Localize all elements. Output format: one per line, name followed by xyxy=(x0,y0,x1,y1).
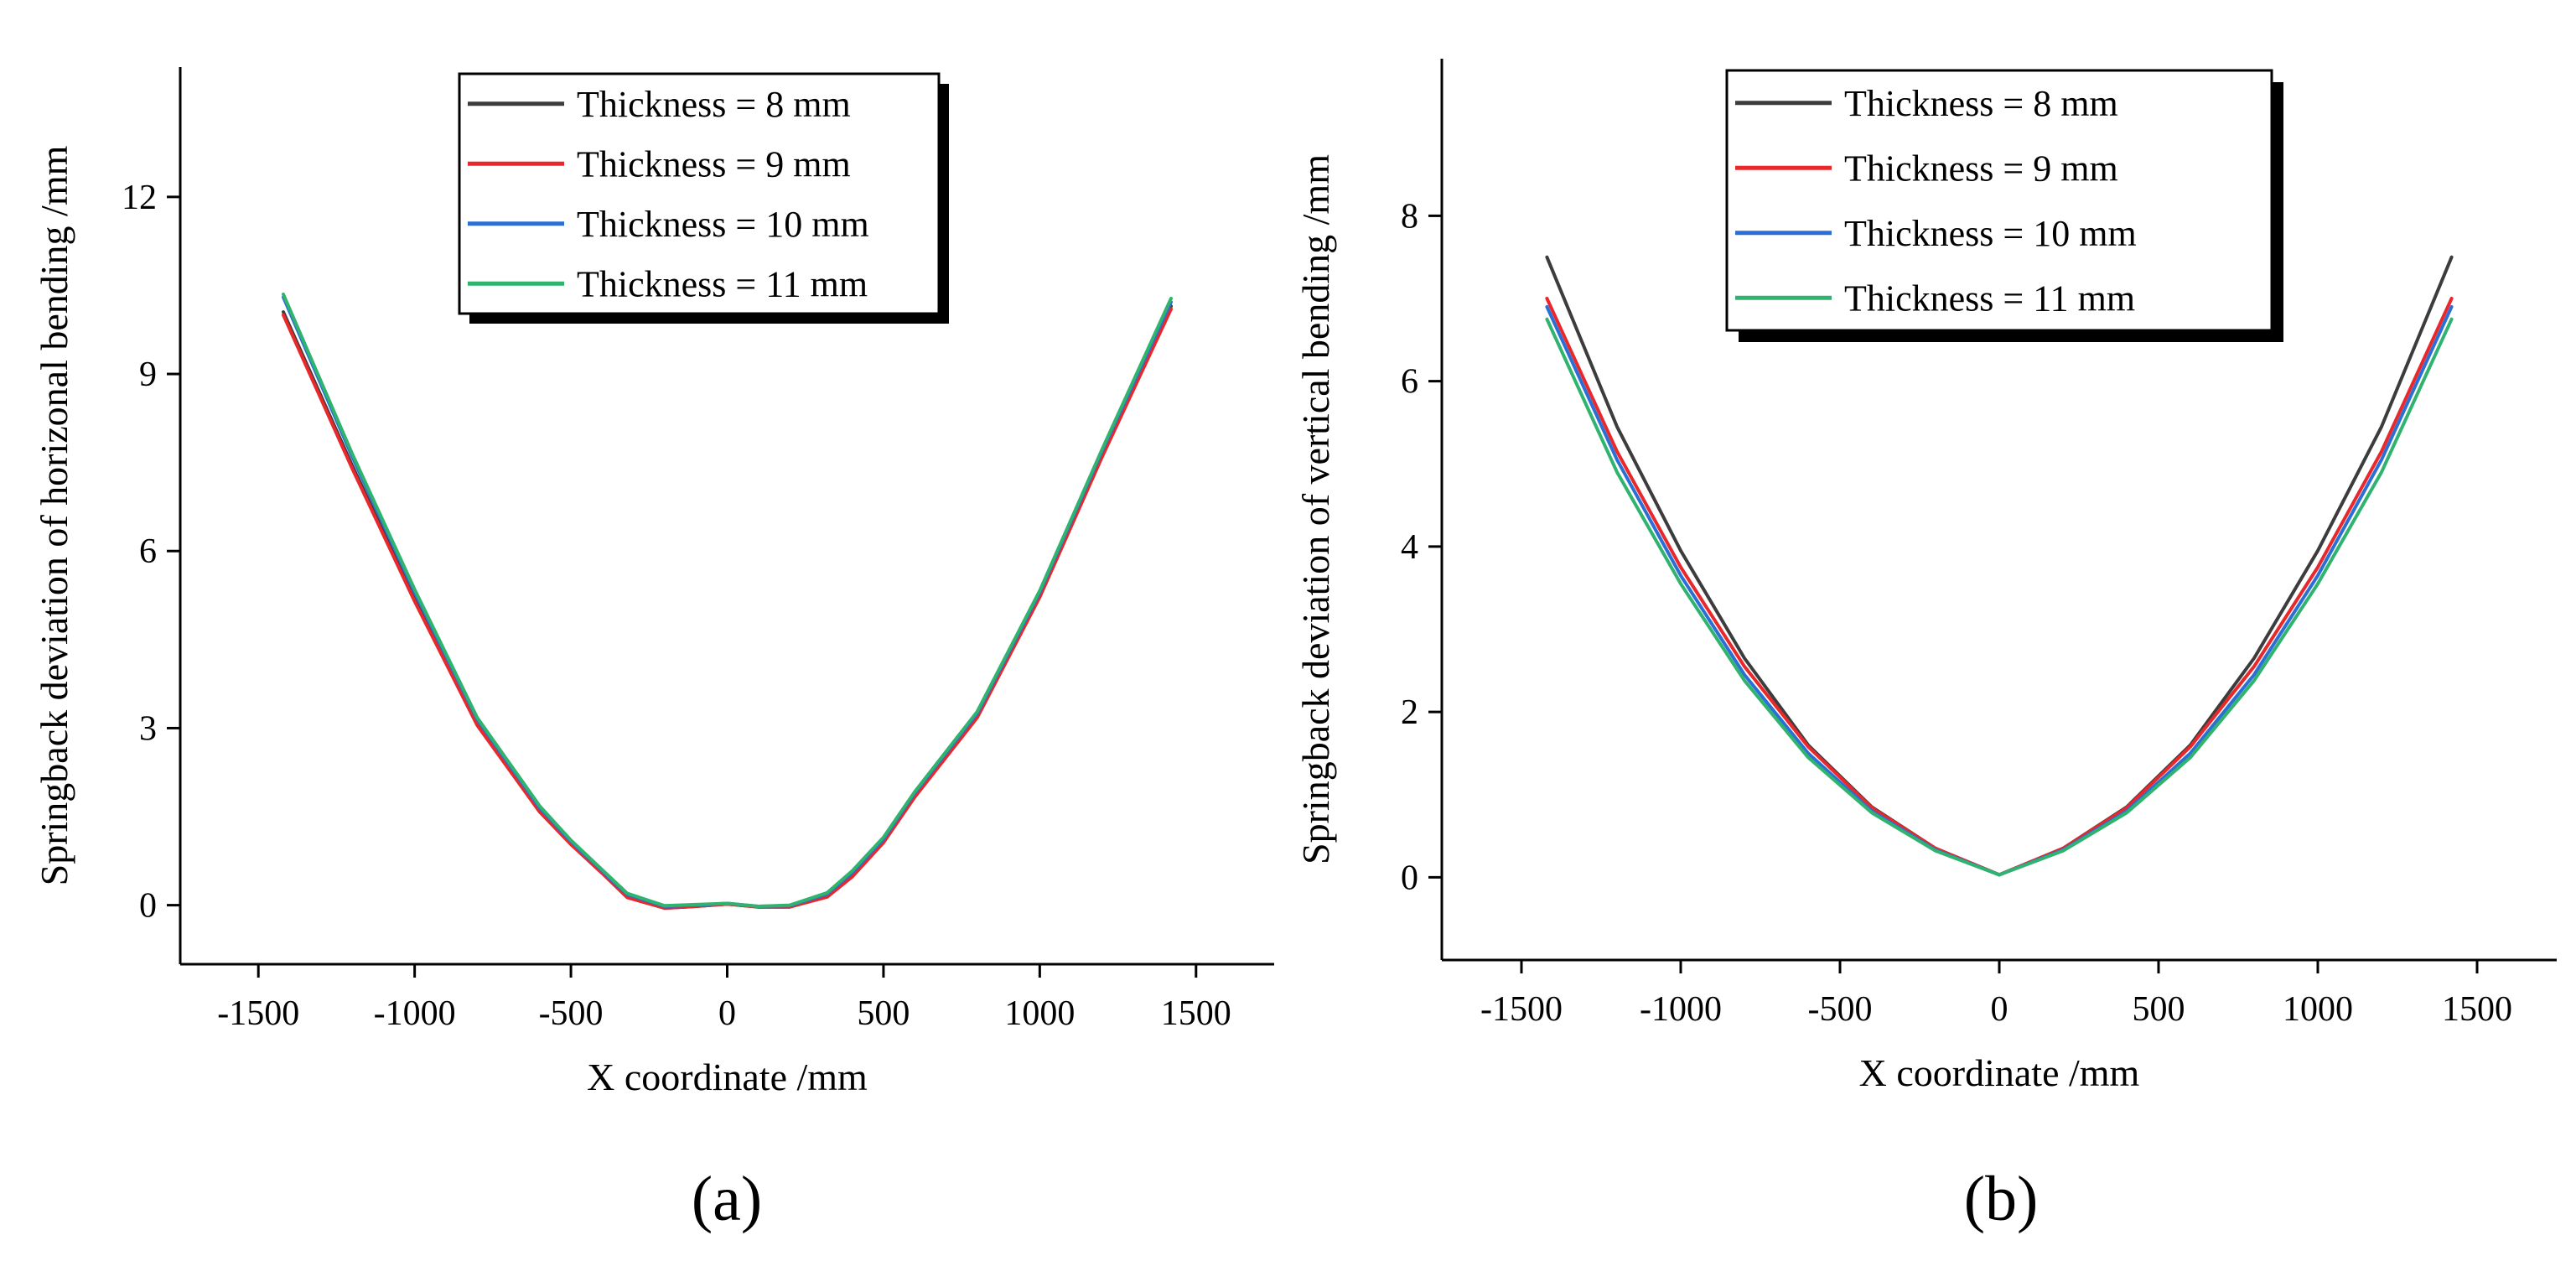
series-line-2 xyxy=(282,307,1173,911)
x-axis-label: X coordinate /mm xyxy=(1859,1051,2140,1094)
legend-entry-label: Thickness = 8 mm xyxy=(1844,83,2118,124)
y-tick-label: 8 xyxy=(1401,197,1418,236)
x-tick-label: -500 xyxy=(539,994,604,1033)
y-tick-label: 0 xyxy=(139,887,157,926)
panel-label-a: (a) xyxy=(692,1164,762,1234)
x-tick-label: 1000 xyxy=(1004,994,1075,1033)
legend-entry-label: Thickness = 9 mm xyxy=(577,143,851,184)
legend-entry-label: Thickness = 11 mm xyxy=(1844,278,2135,319)
series-line-4 xyxy=(1545,317,2454,877)
y-tick-label: 3 xyxy=(139,709,157,748)
series-line-3 xyxy=(1545,304,2454,877)
panel-label-b: (b) xyxy=(1964,1164,2039,1234)
y-tick-label: 9 xyxy=(139,355,157,394)
legend-box xyxy=(458,72,941,315)
x-tick-label: -1500 xyxy=(217,994,299,1033)
y-tick-label: 6 xyxy=(1401,363,1418,402)
x-tick-label: 500 xyxy=(2133,990,2185,1029)
x-tick-label: 1000 xyxy=(2283,990,2353,1029)
x-tick-label: -1000 xyxy=(1640,990,1722,1029)
y-tick-label: 12 xyxy=(122,179,157,217)
series-line-1 xyxy=(1545,255,2454,877)
legend-box xyxy=(1725,69,2273,332)
legend-entry-label: Thickness = 10 mm xyxy=(1844,213,2137,254)
legend: Thickness = 8 mm Thickness = 9 mm Thicknes… xyxy=(458,72,949,324)
y-tick-label: 4 xyxy=(1401,528,1418,567)
x-axis-label: X coordinate /mm xyxy=(587,1056,868,1098)
y-tick-label: 0 xyxy=(1401,859,1418,897)
legend-entry-label: Thickness = 9 mm xyxy=(1844,148,2118,189)
legend: Thickness = 8 mm Thickness = 9 mm Thicknes… xyxy=(1725,69,2283,342)
x-tick-label: 0 xyxy=(1991,990,2008,1029)
y-axis-label: Springback deviation of horizonal bendin… xyxy=(33,145,75,885)
legend-entry-label: Thickness = 10 mm xyxy=(577,204,869,245)
y-tick-label: 2 xyxy=(1401,693,1418,732)
chart-panel-a: -1500 -1000 -500 0 500 1000 1500 0 3 6 9 12 X coordi… xyxy=(33,67,1274,1234)
y-axis-label: Springback deviation of vertical bending… xyxy=(1294,154,1337,864)
x-tick-label: 1500 xyxy=(2442,990,2512,1029)
x-tick-label: -1000 xyxy=(374,994,456,1033)
y-tick-label: 6 xyxy=(139,532,157,571)
legend-entry-label: Thickness = 11 mm xyxy=(577,263,868,304)
x-tick-label: -500 xyxy=(1808,990,1873,1029)
x-tick-label: 0 xyxy=(718,994,736,1033)
series-line-4 xyxy=(282,293,1173,908)
legend-entry-label: Thickness = 8 mm xyxy=(577,84,851,125)
x-tick-label: 500 xyxy=(857,994,910,1033)
x-tick-label: 1500 xyxy=(1161,994,1231,1033)
chart-panel-b: -1500 -1000 -500 0 500 1000 1500 0 2 4 6 8 X coordin… xyxy=(1294,59,2557,1234)
x-tick-label: -1500 xyxy=(1480,990,1563,1029)
